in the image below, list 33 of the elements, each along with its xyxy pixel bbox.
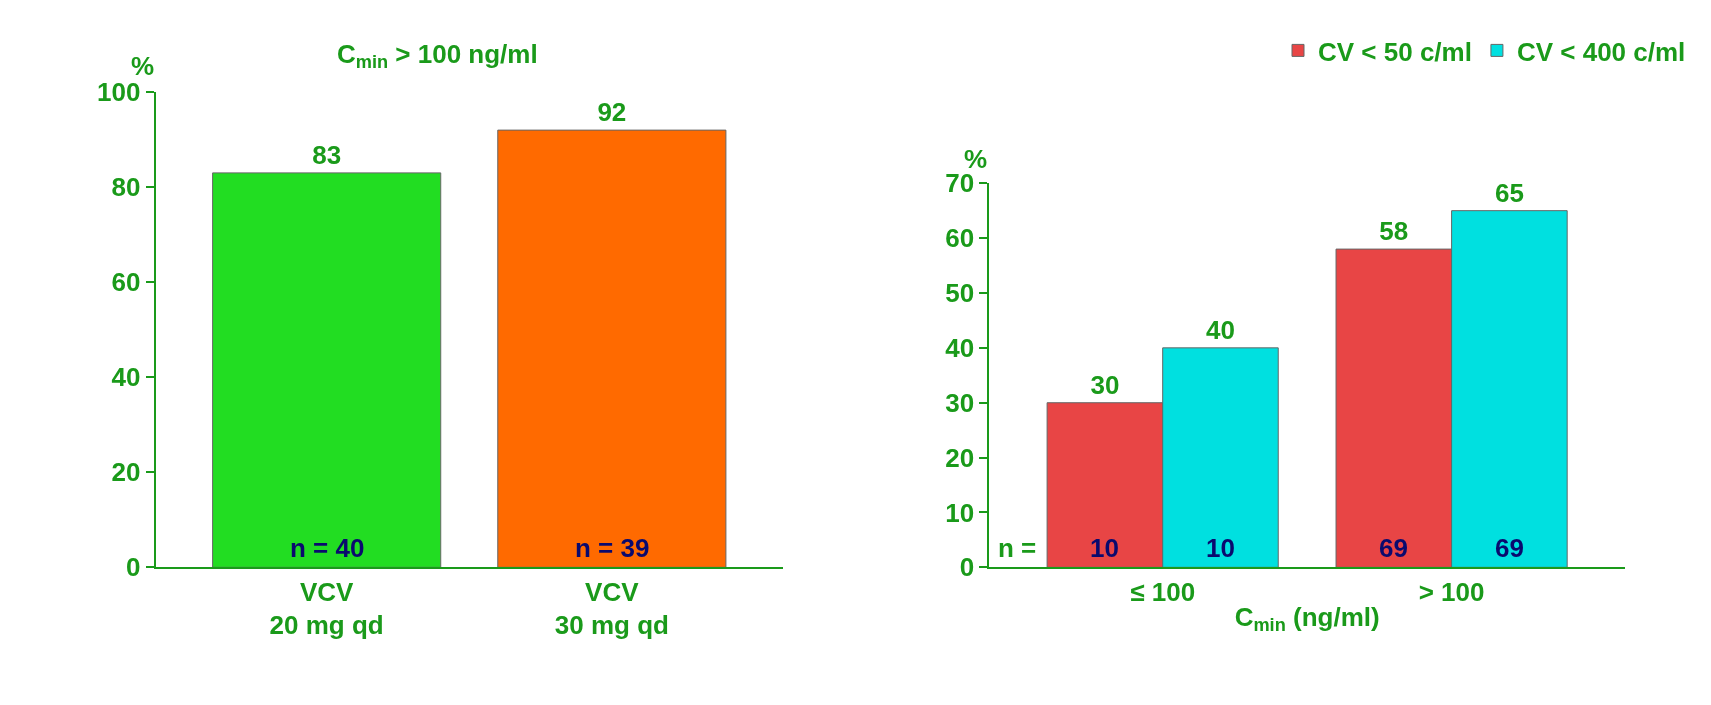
y-tick-label: 20: [945, 442, 975, 473]
annotation: 10: [1090, 533, 1119, 563]
y-tick-label: 60: [945, 223, 975, 254]
y-tick-label: 0: [125, 552, 141, 583]
y-tick-label: 60: [111, 267, 141, 298]
legend-label: CV < 400 c/ml: [1516, 36, 1686, 67]
y-tick-label: 20: [111, 457, 141, 488]
x-tick-label: VCV 30 mg qd: [554, 576, 669, 641]
x-tick-label: ≤ 100: [1130, 576, 1196, 607]
legend-label: CV < 50 c/ml: [1318, 36, 1472, 67]
x-tick-label: VCV 20 mg qd: [269, 576, 384, 641]
data-label: 65: [1494, 177, 1524, 208]
y-tick-label: 30: [945, 387, 975, 418]
y-tick-label: 0: [959, 552, 975, 583]
data-label: 92: [597, 97, 627, 128]
annotation: 10: [1206, 533, 1235, 563]
y-tick-label: 40: [111, 362, 141, 393]
annotation: 69: [1495, 533, 1524, 563]
chart-title: C$_{min}$ > 100 ng/ml: [337, 39, 538, 73]
annotation: n = 39: [575, 533, 650, 563]
annotation: 69: [1379, 533, 1408, 563]
annotation: n = 40: [290, 533, 365, 563]
x-tick-label: > 100: [1418, 576, 1485, 607]
y-tick-label: 80: [111, 172, 141, 203]
y-tick-label: 10: [945, 497, 975, 528]
y-tick-label: 50: [945, 278, 975, 309]
x-axis-title: C$_{min}$ (ng/ml): [1234, 601, 1380, 636]
data-label: 58: [1379, 216, 1409, 247]
annotation: n =: [998, 533, 1037, 563]
data-label: 83: [312, 139, 342, 170]
data-label: 40: [1206, 314, 1235, 345]
data-label: 30: [1090, 369, 1120, 400]
y-tick-label: 40: [945, 332, 975, 363]
